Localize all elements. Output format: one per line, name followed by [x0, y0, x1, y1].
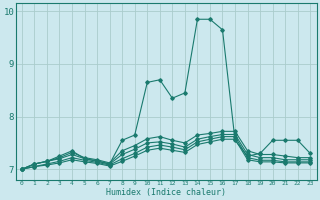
X-axis label: Humidex (Indice chaleur): Humidex (Indice chaleur) [106, 188, 226, 197]
